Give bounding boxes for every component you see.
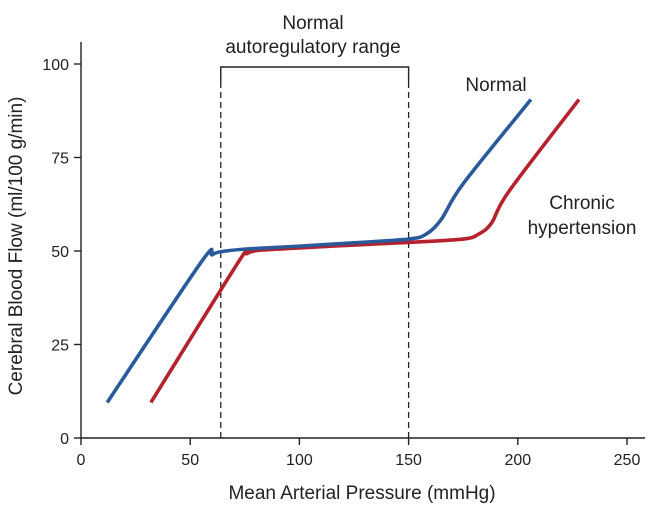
x-tick-label: 150 bbox=[395, 452, 422, 469]
y-tick-label: 25 bbox=[51, 338, 69, 355]
series-label-normal: Normal bbox=[465, 75, 526, 96]
series-group bbox=[105, 98, 581, 404]
x-tick-label: 0 bbox=[77, 452, 86, 469]
x-tick-label: 100 bbox=[286, 452, 313, 469]
series-label-chronic-line2: hypertension bbox=[528, 218, 637, 239]
y-tick-label: 50 bbox=[51, 244, 69, 261]
y-tick-label: 100 bbox=[42, 57, 69, 74]
range-label-line2: autoregulatory range bbox=[225, 37, 400, 58]
range-label-line1: Normal bbox=[282, 13, 343, 34]
range-bracket bbox=[220, 66, 410, 82]
y-axis-title: Cerebral Blood Flow (ml/100 g/min) bbox=[6, 97, 27, 396]
x-tick-label: 200 bbox=[504, 452, 531, 469]
y-tick-label: 75 bbox=[51, 151, 69, 168]
series-label-chronic-line1: Chronic bbox=[549, 193, 614, 214]
series-line-normal bbox=[105, 98, 533, 404]
x-axis-title: Mean Arterial Pressure (mmHg) bbox=[228, 483, 495, 504]
plot-area: 0 25 50 75 100 0 50 100 150 200 250 Normal autore… bbox=[42, 13, 645, 469]
x-tick-label: 50 bbox=[181, 452, 199, 469]
autoregulatory-range: Normal autoregulatory range bbox=[220, 13, 410, 438]
y-tick-label: 0 bbox=[60, 431, 69, 448]
y-ticks: 0 25 50 75 100 bbox=[42, 57, 81, 448]
x-ticks: 0 50 100 150 200 250 bbox=[77, 438, 641, 469]
x-tick-label: 250 bbox=[614, 452, 641, 469]
series-line-chronic-hypertension bbox=[149, 98, 581, 404]
